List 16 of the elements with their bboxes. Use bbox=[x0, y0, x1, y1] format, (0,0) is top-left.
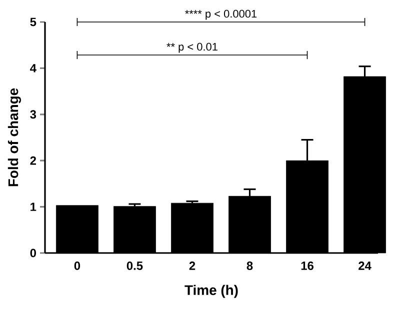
x-tick-label: 0 bbox=[74, 262, 80, 270]
y-tick-label: 3 bbox=[30, 110, 36, 119]
y-tick-label: 0 bbox=[30, 248, 36, 258]
y-tick-label: 1 bbox=[30, 202, 36, 211]
x-axis-title: Time (h) bbox=[184, 284, 238, 298]
y-axis-title: Fold of change bbox=[8, 88, 21, 186]
text: **** p < 0.0001 bbox=[185, 10, 257, 20]
annotation: ** p < 0.01 bbox=[166, 42, 218, 53]
x-tick-label: 8 bbox=[246, 262, 253, 270]
y-tick-label: 2 bbox=[30, 156, 36, 165]
x-tick-label: 24 bbox=[358, 262, 372, 270]
x-tick-label: 16 bbox=[301, 262, 314, 270]
y-tick-label: 4 bbox=[30, 64, 36, 72]
x-tick-label: 0.5 bbox=[126, 262, 143, 270]
y-tick-label: 5 bbox=[30, 18, 36, 26]
x-tick-label: 2 bbox=[189, 262, 196, 270]
